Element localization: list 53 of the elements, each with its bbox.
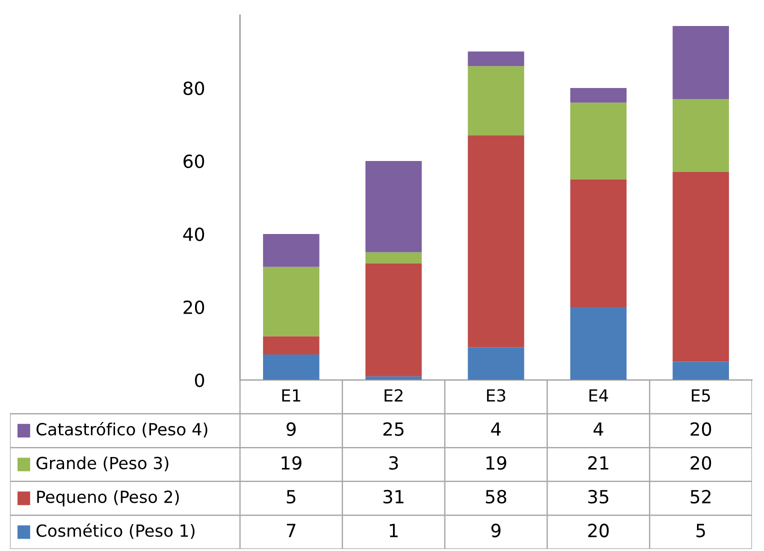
bar (263, 336, 320, 354)
x-tick-label: E5 (692, 389, 710, 402)
x-tick-label: E1 (282, 389, 300, 402)
data-label: 9 (286, 422, 296, 436)
data-label: 58 (486, 490, 506, 504)
bar (672, 362, 729, 380)
x-tick-label: E2 (384, 389, 402, 402)
legend-label: Cosmético (Peso 1) (36, 523, 194, 539)
bar (672, 172, 729, 362)
bar (468, 347, 524, 380)
data-label: 5 (696, 524, 705, 538)
bar (365, 161, 422, 252)
data-label: 20 (690, 456, 712, 470)
bar (365, 263, 422, 376)
x-tick-label: E3 (487, 389, 506, 402)
y-tick-label: 0 (194, 373, 204, 388)
bar (672, 26, 729, 99)
data-label: 19 (282, 456, 302, 470)
data-label: 9 (491, 524, 500, 538)
data-label: 5 (286, 490, 296, 504)
data-label: 20 (690, 422, 712, 436)
bar (263, 266, 320, 336)
data-label: 4 (491, 422, 501, 436)
data-label: 4 (594, 422, 604, 436)
y-tick-label: 40 (183, 227, 204, 242)
bar (263, 354, 320, 380)
data-label: 3 (389, 456, 398, 470)
bar (570, 179, 627, 307)
x-tick-label: E4 (589, 389, 608, 402)
legend-label: Pequeno (Peso 2) (37, 490, 179, 506)
y-tick-label: 60 (184, 154, 204, 168)
data-label: 52 (690, 490, 710, 504)
data-label: 20 (588, 524, 609, 538)
bar (570, 102, 627, 180)
bar (672, 98, 729, 172)
bar (570, 307, 627, 380)
bar (468, 135, 524, 348)
bar (570, 88, 627, 103)
legend-label: Grande (Peso 3) (36, 456, 168, 472)
data-label: 35 (588, 490, 608, 504)
data-label: 31 (383, 490, 404, 504)
bar (468, 52, 524, 66)
y-tick-label: 20 (184, 300, 204, 314)
bar (365, 252, 422, 264)
legend-label: Catastrófico (Peso 4) (36, 422, 208, 438)
data-label: 7 (286, 524, 296, 538)
bar (468, 66, 524, 136)
data-label: 21 (588, 456, 608, 470)
data-label: 1 (390, 524, 398, 538)
y-tick-label: 80 (184, 81, 204, 96)
bar (263, 234, 320, 267)
data-label: 25 (383, 422, 404, 436)
data-label: 19 (486, 456, 506, 470)
